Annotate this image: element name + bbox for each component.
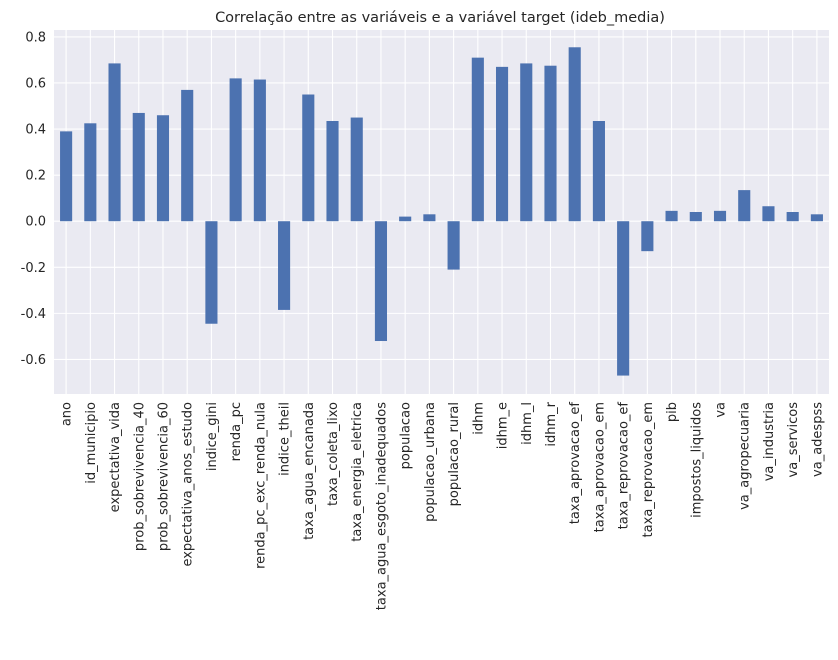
x-tick-label: id_municipio (84, 402, 99, 484)
bar-expectativa_vida (108, 63, 121, 222)
bar-va_servicos (786, 212, 799, 222)
x-tick-label: idhm (471, 402, 486, 435)
x-tick-label: idhm_l (520, 402, 535, 445)
x-tick-label: va_industria (762, 402, 777, 481)
x-tick-label: idhm_r (544, 401, 559, 446)
x-tick-label: taxa_reprovacao_em (641, 402, 656, 537)
x-tick-label: prob_sobrevivencia_60 (156, 402, 171, 551)
bar-taxa_coleta_lixo (326, 121, 339, 222)
x-tick-label: va_adespss (810, 402, 825, 477)
x-tick-label: renda_pc_exc_renda_nula (253, 402, 268, 569)
x-tick-label: taxa_agua_encanada (302, 402, 317, 540)
y-tick-label: 0.4 (25, 123, 46, 138)
bar-prob_sobrevivencia_60 (156, 115, 170, 222)
bar-taxa_energia_eletrica (350, 117, 363, 222)
x-tick-label: va_servicos (786, 402, 801, 478)
x-tick-label: impostos_liquidos (689, 402, 704, 518)
x-tick-label: va_agropecuaria (738, 402, 753, 510)
bar-populacao_urbana (423, 214, 436, 222)
x-tick-label: indice_gini (205, 402, 220, 471)
bar-taxa_aprovacao_em (592, 121, 605, 222)
bar-idhm (471, 57, 484, 222)
plot-area (54, 30, 829, 394)
bar-va_industria (762, 206, 775, 222)
bar-expectativa_anos_estudo (181, 89, 194, 222)
bar-va_adespss (810, 214, 823, 222)
x-tick-label: pib (665, 402, 680, 422)
bar-va_agropecuaria (738, 190, 751, 222)
bar-id_municipio (84, 123, 97, 222)
y-tick-label: -0.4 (21, 307, 46, 322)
bar-renda_pc (229, 78, 242, 222)
y-tick-label: 0.0 (25, 215, 46, 230)
chart-title: Correlação entre as variáveis e a variáv… (215, 10, 665, 26)
bars (60, 47, 823, 376)
bar-idhm_l (520, 63, 533, 222)
x-tick-label: indice_theil (278, 402, 293, 476)
bar-impostos_liquidos (689, 212, 702, 222)
x-tick-label: populacao_urbana (423, 402, 438, 522)
x-tick-label: populacao_rural (447, 402, 462, 506)
x-tick-label: taxa_energia_eletrica (350, 402, 365, 542)
bar-ano (60, 131, 73, 222)
x-tick-label: taxa_aprovacao_em (592, 402, 607, 532)
x-tick-label: ano (60, 402, 75, 426)
x-tick-label: renda_pc (229, 402, 244, 461)
y-tick-label: 0.8 (25, 30, 46, 45)
bar-renda_pc_exc_renda_nula (253, 79, 266, 222)
bar-va (713, 210, 727, 222)
bar-indice_theil (278, 221, 291, 310)
y-tick-label: 0.6 (25, 76, 46, 91)
bar-pib (665, 210, 678, 222)
bar-indice_gini (205, 221, 218, 324)
y-axis-ticks: -0.6 -0.4 -0.2 0.0 0.2 0.4 0.6 0.8 (21, 30, 46, 368)
y-tick-label: -0.2 (21, 261, 46, 276)
bar-taxa_agua_esgoto_inadequados (374, 221, 388, 342)
bar-populacao (399, 216, 412, 222)
x-tick-label: taxa_reprovacao_ef (617, 402, 632, 530)
x-tick-label: va (714, 402, 729, 418)
bar-taxa_reprovacao_em (641, 221, 654, 252)
bar-prob_sobrevivencia_40 (132, 112, 145, 222)
x-tick-label: idhm_e (496, 402, 511, 449)
bar-taxa_reprovacao_ef (617, 221, 630, 376)
bar-populacao_rural (447, 221, 460, 270)
y-tick-label: 0.2 (25, 169, 46, 184)
bar-idhm_r (544, 65, 557, 222)
x-tick-label: prob_sobrevivencia_40 (132, 402, 147, 551)
x-tick-label: taxa_agua_esgoto_inadequados (374, 402, 389, 610)
y-tick-label: -0.6 (21, 353, 46, 368)
x-tick-label: expectativa_vida (108, 402, 123, 512)
bar-idhm_e (495, 66, 509, 222)
x-tick-label: populacao (399, 402, 414, 469)
bar-taxa_agua_encanada (302, 94, 315, 222)
x-tick-label: expectativa_anos_estudo (181, 402, 196, 567)
x-axis-ticks: ano id_municipio expectativa_vida prob_sobr… (60, 401, 826, 610)
bar-taxa_aprovacao_ef (568, 47, 581, 222)
x-tick-label: taxa_coleta_lixo (326, 402, 341, 506)
x-tick-label: taxa_aprovacao_ef (568, 402, 583, 525)
